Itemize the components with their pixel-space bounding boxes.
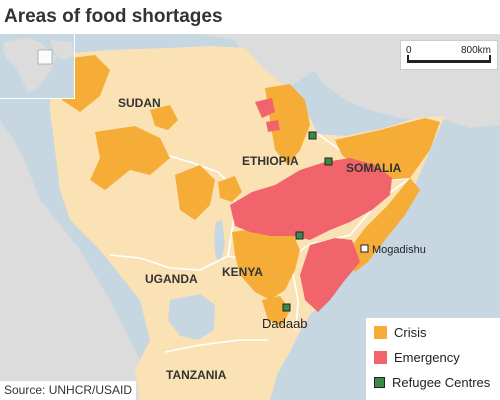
emergency-ethiopia-north2 xyxy=(266,120,280,132)
emergency-somalia-south xyxy=(300,238,360,312)
refugee-centre-marker xyxy=(308,131,317,140)
label-somalia: SOMALIA xyxy=(346,161,402,175)
lake-victoria xyxy=(168,294,215,340)
legend-swatch-refugee xyxy=(374,376,385,388)
map-title: Areas of food shortages xyxy=(0,0,500,34)
refugee-centre-marker xyxy=(324,157,333,166)
refugee-centre-marker xyxy=(282,303,291,312)
land-other xyxy=(0,34,360,400)
crisis-sudan-central xyxy=(90,126,170,190)
legend: Crisis Emergency Refugee Centres xyxy=(366,318,500,400)
locator-inset xyxy=(0,34,75,99)
legend-swatch-crisis xyxy=(374,325,387,339)
crisis-ethiopia-west xyxy=(218,176,242,202)
legend-label-refugee: Refugee Centres xyxy=(392,374,491,390)
crisis-areas xyxy=(55,55,440,326)
label-uganda: UGANDA xyxy=(145,272,198,286)
scale-line xyxy=(407,60,491,63)
scale-min-label: 0 xyxy=(406,45,412,56)
legend-item-refugee: Refugee Centres xyxy=(374,372,490,392)
source-credit: Source: UNHCR/USAID xyxy=(0,381,137,400)
scale-tick-right xyxy=(489,55,491,63)
crisis-kenya xyxy=(232,228,300,300)
crisis-sudan-east xyxy=(150,105,178,130)
legend-item-emergency: Emergency xyxy=(374,347,460,367)
label-kenya: KENYA xyxy=(222,265,263,279)
lake-turkana xyxy=(214,220,225,262)
label-tanzania: TANZANIA xyxy=(166,368,227,382)
emergency-ethiopia-north xyxy=(255,98,275,118)
label-mogadishu: Mogadishu xyxy=(372,244,426,256)
mogadishu-marker xyxy=(360,244,369,253)
legend-label-crisis: Crisis xyxy=(394,324,427,340)
inset-focus-box xyxy=(37,49,53,65)
crisis-ethiopia-north xyxy=(265,84,310,165)
label-dadaab: Dadaab xyxy=(262,316,308,331)
crisis-sudan-south xyxy=(175,165,215,220)
emergency-ethiopia-somalia xyxy=(230,158,392,240)
legend-swatch-emergency xyxy=(374,350,387,364)
label-sudan: SUDAN xyxy=(118,96,161,110)
scale-tick-left xyxy=(407,55,409,63)
map-canvas: SUDAN ETHIOPIA SOMALIA UGANDA KENYA TANZ… xyxy=(0,34,500,400)
scale-bar: 0 800km xyxy=(400,40,498,70)
refugee-centre-marker xyxy=(295,231,304,240)
refugee-centres xyxy=(282,131,333,312)
legend-label-emergency: Emergency xyxy=(394,349,460,365)
emergency-areas xyxy=(230,98,392,312)
legend-item-crisis: Crisis xyxy=(374,322,427,342)
label-ethiopia: ETHIOPIA xyxy=(242,154,299,168)
scale-max-label: 800km xyxy=(460,45,491,56)
inset-arabia xyxy=(50,40,74,60)
